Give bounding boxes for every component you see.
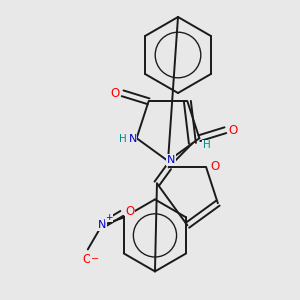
Text: O: O <box>110 87 119 100</box>
Text: H: H <box>202 140 210 150</box>
Text: −: − <box>91 254 99 264</box>
Text: O: O <box>229 124 238 137</box>
Text: N: N <box>167 155 175 165</box>
Text: O: O <box>125 205 134 218</box>
Text: O: O <box>211 160 220 173</box>
Text: O: O <box>82 253 92 266</box>
Text: H: H <box>119 134 127 144</box>
Text: +: + <box>105 213 112 222</box>
Text: N: N <box>128 134 137 144</box>
Text: N: N <box>98 220 106 230</box>
